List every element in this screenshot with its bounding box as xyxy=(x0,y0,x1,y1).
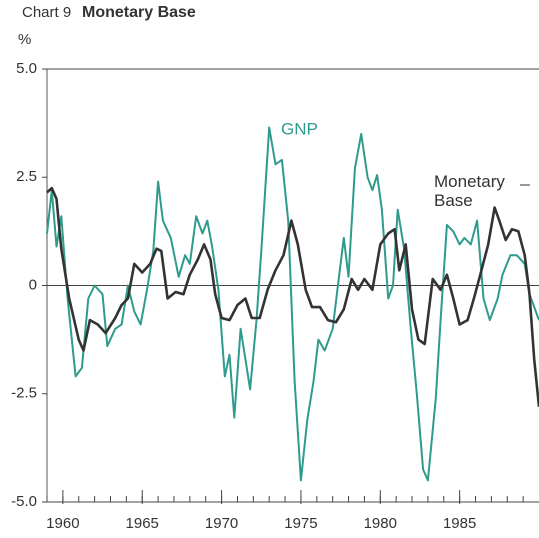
x-tick-label: 1965 xyxy=(126,515,159,532)
y-label: % xyxy=(18,31,31,48)
y-tick-label: 5.0 xyxy=(16,60,37,77)
y-tick-label: -2.5 xyxy=(11,385,37,402)
y-tick-label: 2.5 xyxy=(16,168,37,185)
chart-title: Monetary Base xyxy=(82,4,196,21)
series-line xyxy=(46,186,539,407)
series-line xyxy=(46,126,539,482)
y-tick-label: 0 xyxy=(29,276,37,293)
x-tick-label: 1985 xyxy=(443,515,476,532)
x-tick-label: 1960 xyxy=(46,515,79,532)
x-tick-label: 1980 xyxy=(364,515,397,532)
series-label: GNP xyxy=(281,119,318,138)
series-label: Monetary Base xyxy=(434,172,505,210)
chart-label: Chart 9 xyxy=(22,4,71,21)
y-tick-label: -5.0 xyxy=(11,493,37,510)
x-tick-label: 1970 xyxy=(205,515,238,532)
x-tick-label: 1975 xyxy=(284,515,317,532)
